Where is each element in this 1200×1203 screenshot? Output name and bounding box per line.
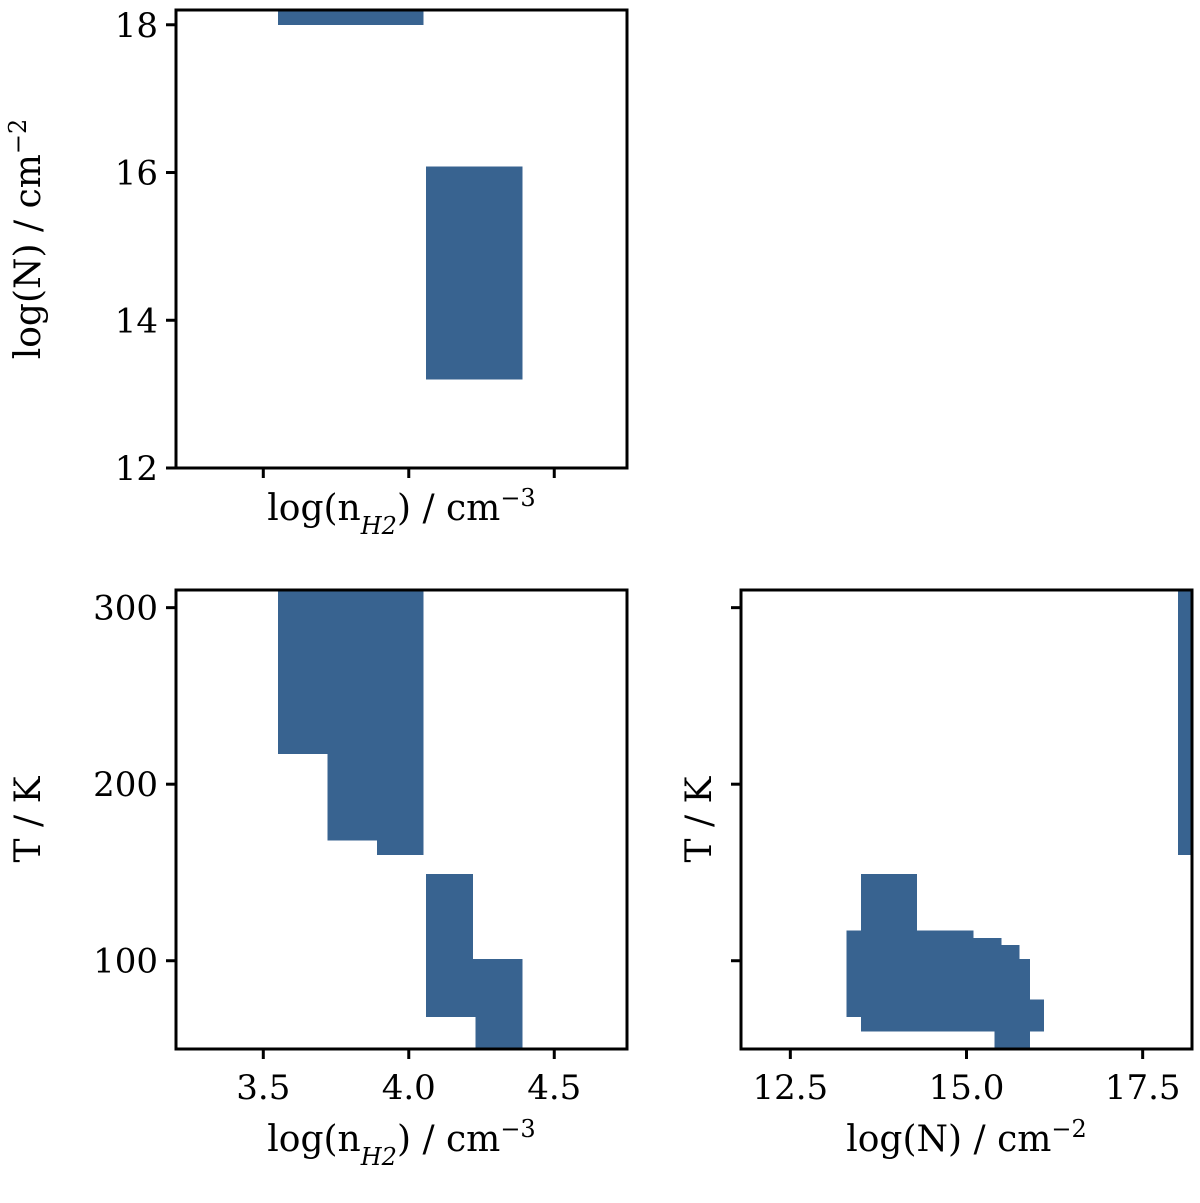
posterior-region-0 <box>277 590 424 755</box>
y-axis-label: T / K <box>8 775 49 862</box>
x-axis-label-text: log(N) / cm <box>846 1119 1051 1160</box>
y-axis-label-text: T / K <box>8 775 49 862</box>
x-tick-label: 15.0 <box>929 1068 1005 1108</box>
y-tick-label: 12 <box>115 449 158 489</box>
x-axis-label-subscript: H2 <box>360 1143 397 1171</box>
y-tick-label: 18 <box>115 6 158 46</box>
y-axis-label: T / K <box>679 775 720 862</box>
axes-frame <box>174 8 629 470</box>
posterior-region-0 <box>277 10 424 25</box>
x-tick-label: 3.5 <box>236 1068 290 1108</box>
posterior-region-2 <box>846 930 974 959</box>
x-axis-label-text: log(n <box>267 1119 360 1160</box>
posterior-region-7 <box>973 958 1030 1000</box>
posterior-region-6 <box>973 944 1020 959</box>
posterior-region-4 <box>426 958 523 1018</box>
y-tick-label: 16 <box>115 154 158 194</box>
x-axis-label-text: log(n <box>267 488 360 529</box>
panel-bottom-right-column-vs-temperature: 12.5 15.0 17.5 log(N) / cm−2 T / K <box>679 588 1194 1160</box>
x-tick-label: 17.5 <box>1105 1068 1181 1108</box>
posterior-region-2 <box>376 840 424 855</box>
x-axis-label-subscript: H2 <box>360 512 397 540</box>
panel-bottom-left-density-vs-temperature: 3.5 4.0 4.5 100 200 300 log(nH2) / cm−3 T / K <box>8 588 629 1171</box>
x-axis-label: log(nH2) / cm−3 <box>267 484 535 540</box>
y-tick-label: 14 <box>115 301 158 341</box>
y-tick-label: 300 <box>93 589 158 629</box>
posterior-region-0 <box>1177 590 1192 855</box>
posterior-region-3 <box>426 874 473 959</box>
posterior-region-8 <box>860 999 1045 1032</box>
x-axis-label: log(N) / cm−2 <box>846 1115 1087 1160</box>
y-axis-label-text: T / K <box>679 775 720 862</box>
y-tick-label: 100 <box>93 942 158 982</box>
y-axis-label: log(N) / cm−2 <box>4 119 49 360</box>
posterior-region-9 <box>994 1031 1030 1049</box>
posterior-region-1 <box>327 754 424 841</box>
y-axis-label-text: log(N) / cm <box>8 154 49 359</box>
axes-frame <box>174 588 629 1051</box>
x-axis-label-tail: ) / cm <box>397 488 500 529</box>
y-tick-label: 200 <box>93 765 158 805</box>
x-axis-label-tail: ) / cm <box>397 1119 500 1160</box>
x-tick-label: 4.5 <box>527 1068 581 1108</box>
posterior-region-5 <box>475 1017 523 1049</box>
posterior-region-1 <box>860 874 918 931</box>
posterior-region-1 <box>426 166 523 380</box>
x-axis-label-superscript: −3 <box>500 484 535 512</box>
posterior-region-5 <box>973 937 1002 945</box>
x-tick-label: 12.5 <box>752 1068 828 1108</box>
x-axis-label-superscript: −3 <box>500 1115 535 1143</box>
x-axis-label-superscript: −2 <box>1051 1115 1086 1143</box>
panel-top-left-density-vs-column: 12 14 16 18 log(nH2) / cm−3 log(N) / cm−2 <box>4 6 629 540</box>
x-tick-label: 4.0 <box>382 1068 436 1108</box>
x-axis-label: log(nH2) / cm−3 <box>267 1115 535 1171</box>
y-axis-label-superscript: −2 <box>4 119 32 154</box>
